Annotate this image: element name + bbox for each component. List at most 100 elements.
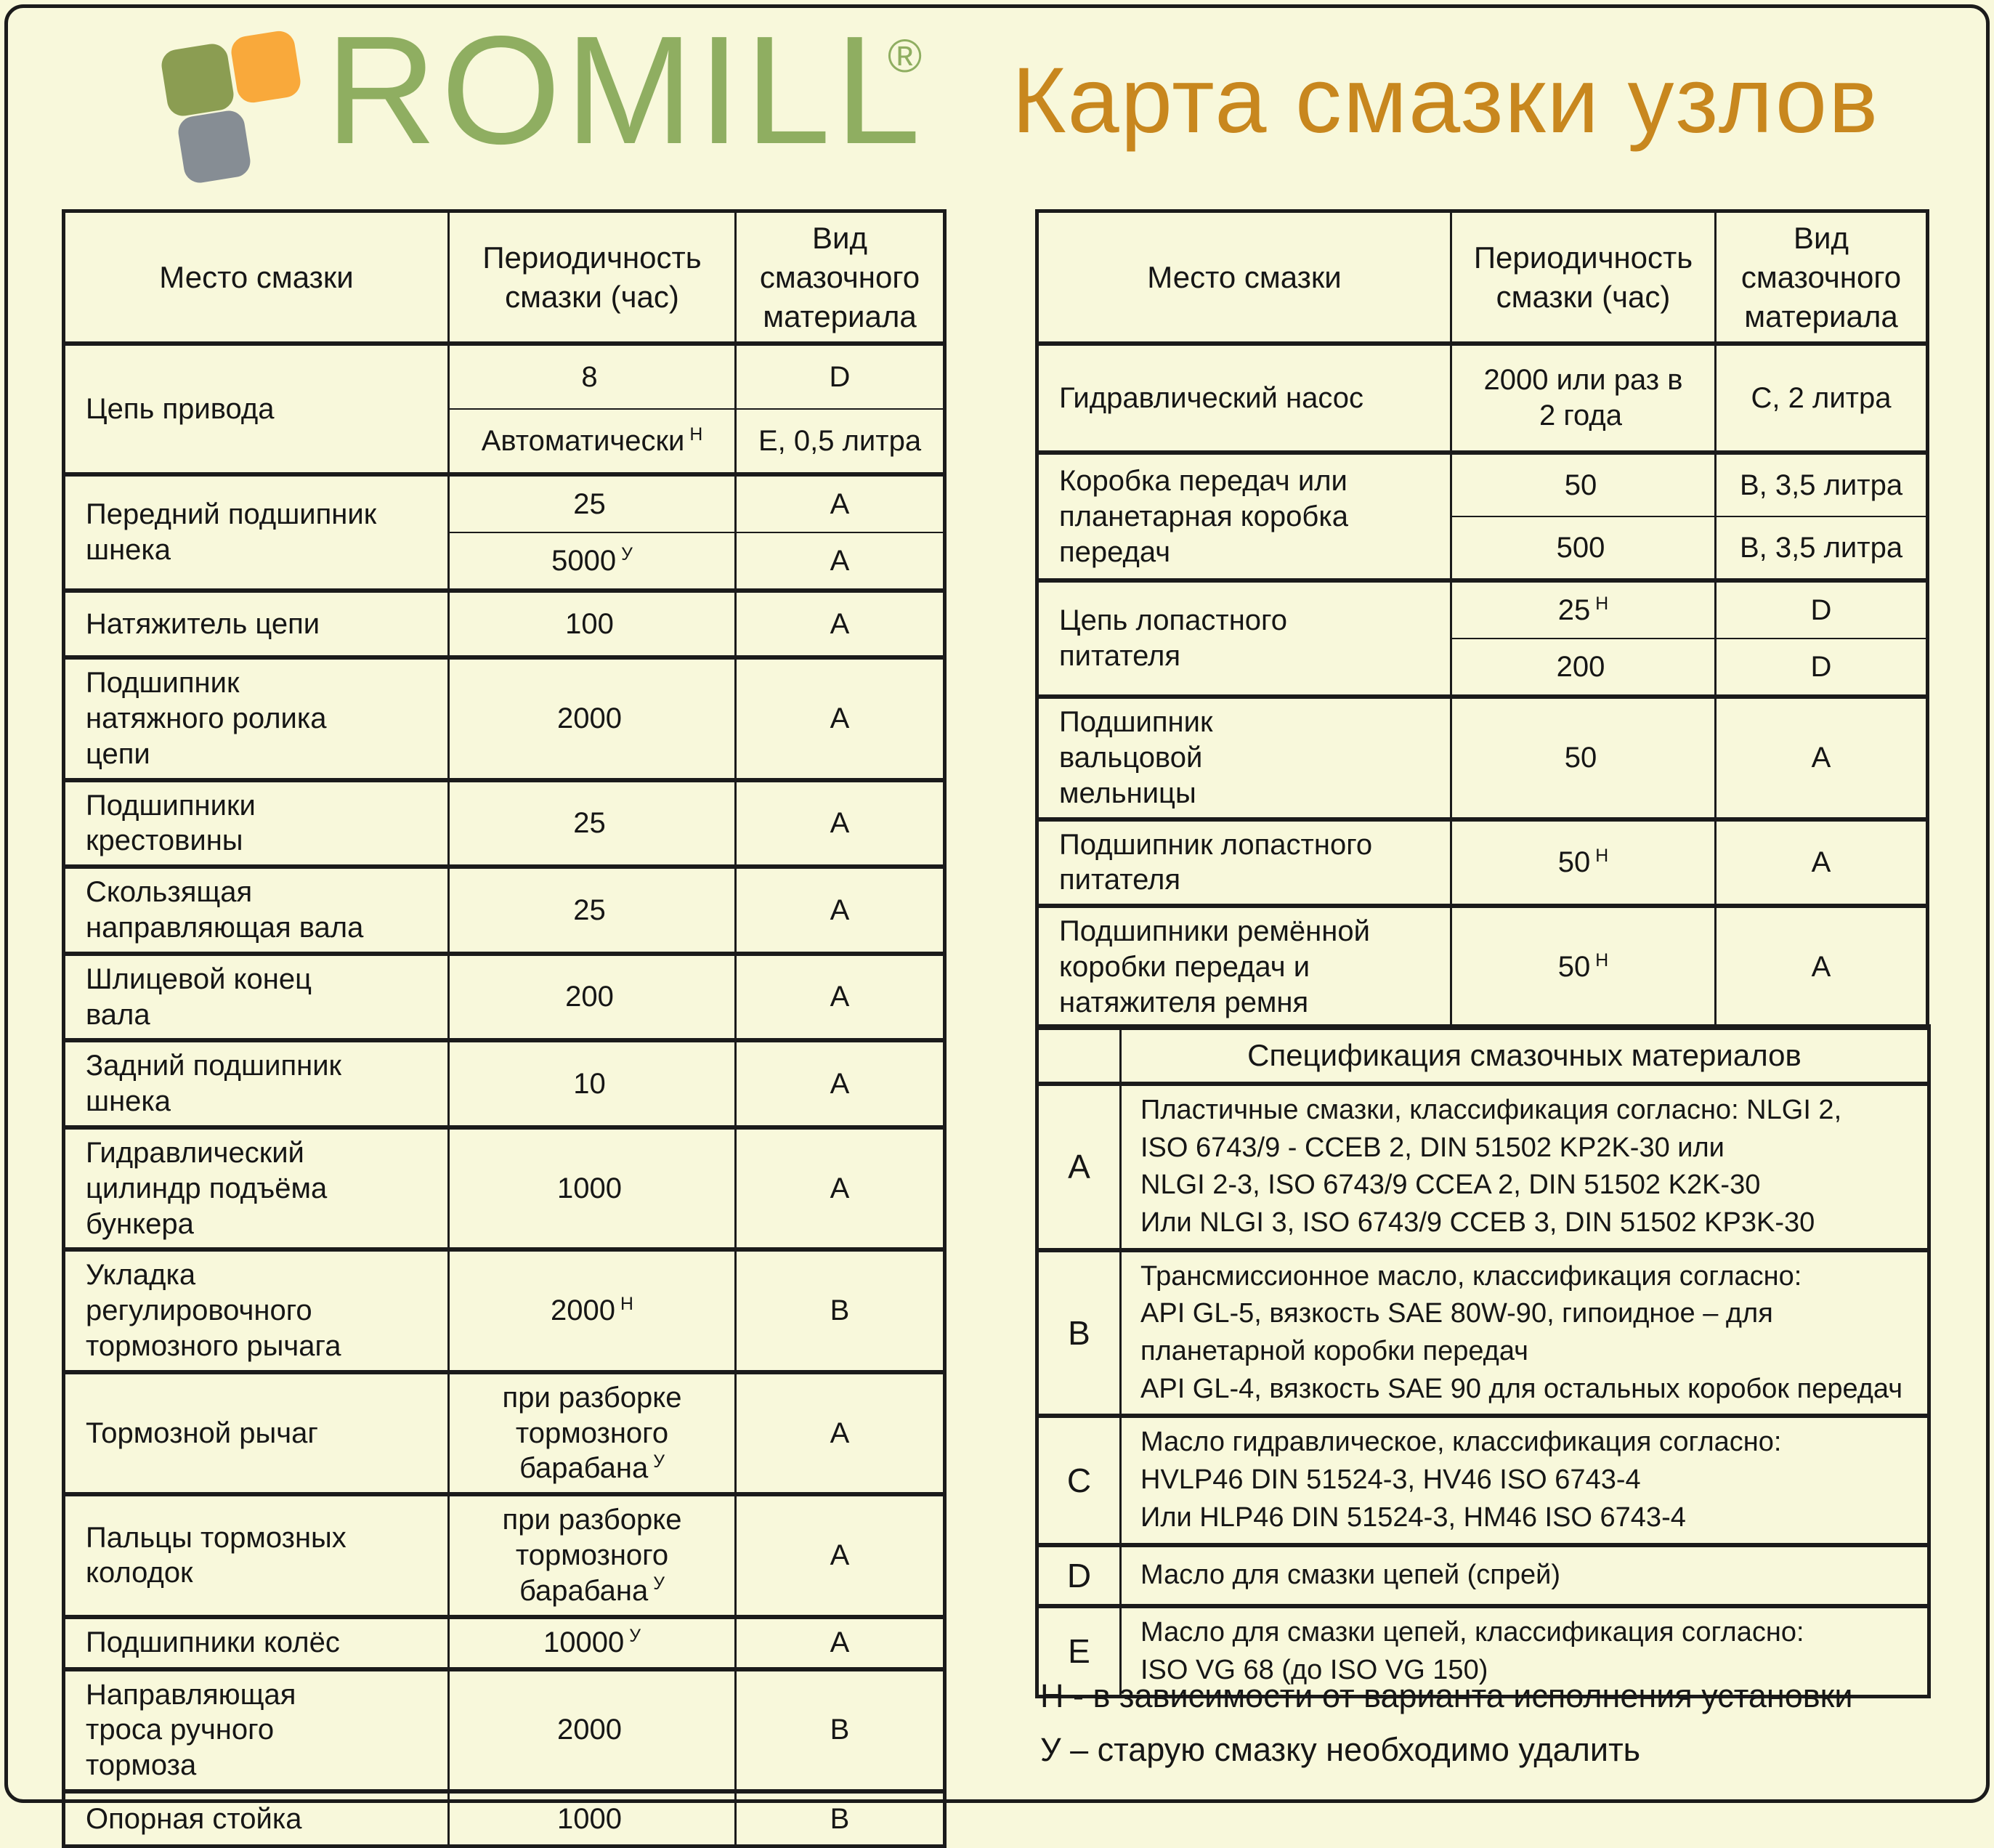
left-lubrication-table: Место смазки Периодичность смазки (час) …	[62, 209, 947, 1848]
header-row: Место смазки Периодичность смазки (час) …	[1036, 210, 1929, 346]
material-cell: D	[1714, 638, 1929, 698]
spec-code-cell: E	[1036, 1604, 1122, 1698]
table-row: Подшипники ремённой коробки передач и на…	[1036, 904, 1929, 1029]
period-cell: 1000	[447, 1125, 737, 1251]
period-text: 200	[1556, 650, 1605, 683]
table-row: Подшипники колёс 10000 У A	[62, 1614, 946, 1670]
material-cell: D	[734, 341, 946, 410]
material-cell: A	[734, 1614, 946, 1670]
spec-table-title: Спецификация смазочных материалов	[1119, 1024, 1930, 1085]
material-cell: B, 3,5 литра	[1714, 516, 1929, 582]
logo-green-square-icon	[159, 41, 236, 118]
material-cell: A	[734, 1038, 946, 1129]
period-text: при разборке тормозного барабана	[502, 1381, 682, 1485]
period-cell: 50 Н	[1450, 904, 1717, 1029]
period-superscript: У	[653, 1452, 665, 1472]
material-cell: B, 3,5 литра	[1714, 450, 1929, 518]
material-cell: A	[734, 951, 946, 1042]
period-text: 50	[1564, 469, 1597, 501]
spec-code-cell: C	[1036, 1414, 1122, 1546]
place-cell: Подшипник натяжного ролика цепи	[62, 655, 450, 781]
place-cell: Скользящая направляющая вала	[62, 864, 450, 955]
place-cell: Пальцы тормозных колодок	[62, 1492, 450, 1618]
period-text: 25	[573, 893, 606, 926]
period-cell: 50	[1450, 694, 1717, 820]
period-text: 2000	[551, 1294, 616, 1327]
material-cell: D	[1714, 578, 1929, 640]
spec-description-cell: Трансмиссионное масло, классификация сог…	[1119, 1247, 1930, 1417]
logo-gray-square-icon	[176, 108, 253, 185]
period-cell: 5000 У	[447, 532, 737, 592]
period-cell: 2000 или раз в 2 года	[1450, 341, 1717, 454]
right-lubrication-table: Место смазки Периодичность смазки (час) …	[1035, 209, 1929, 1030]
spec-description-cell: Масло для смазки цепей (спрей)	[1119, 1542, 1930, 1608]
period-cell: при разборке тормозного барабана У	[447, 1369, 737, 1496]
period-text: 50	[1557, 846, 1591, 879]
spec-description-cell: Пластичные смазки, классификация согласн…	[1119, 1082, 1930, 1251]
page-title: Карта смазки узлов	[1011, 49, 1880, 153]
material-cell: A	[734, 864, 946, 955]
period-cell: 25	[447, 777, 737, 868]
material-cell: E, 0,5 литра	[734, 408, 946, 476]
period-superscript: Н	[1595, 950, 1609, 970]
period-text: 25	[573, 807, 606, 840]
place-cell: Передний подшипник шнека	[62, 472, 450, 592]
period-cell: 8	[447, 341, 737, 410]
period-cell: 500	[1450, 516, 1717, 582]
place-cell: Задний подшипник шнека	[62, 1038, 450, 1129]
period-text: 1000	[557, 1802, 622, 1835]
period-text: 500	[1556, 531, 1605, 564]
place-cell: Опорная стойка	[62, 1788, 450, 1847]
table-row: Натяжитель цепи 100 A	[62, 588, 946, 659]
period-superscript: У	[629, 1626, 641, 1646]
material-cell: A	[734, 1369, 946, 1496]
material-cell: A	[1714, 694, 1929, 820]
period-text: при разборке тормозного барабана	[502, 1504, 682, 1607]
period-cell: 200	[447, 951, 737, 1042]
place-cell: Подшипник лопастного питателя	[1036, 816, 1452, 907]
place-cell: Подшипники ремённой коробки передач и на…	[1036, 904, 1452, 1029]
col-header-period: Периодичность смазки (час)	[1450, 210, 1717, 346]
period-superscript: Н	[689, 424, 703, 445]
col-header-place: Место смазки	[62, 210, 450, 346]
place-cell: Подшипники крестовины	[62, 777, 450, 868]
registered-trademark-icon: ®	[888, 30, 923, 82]
table-row: Тормозной рычаг при разборке тормозного …	[62, 1369, 946, 1496]
period-cell: 10	[447, 1038, 737, 1129]
spec-code-cell: A	[1036, 1082, 1122, 1251]
table-row: Подшипник вальцовой мельницы 50 A	[1036, 694, 1929, 820]
footnote-h: Н - в зависимости от варианта исполнения…	[1040, 1677, 1853, 1714]
place-cell: Цепь привода	[62, 341, 450, 476]
table-row: D Масло для смазки цепей (спрей)	[1036, 1542, 1930, 1608]
spec-code-cell: D	[1036, 1542, 1122, 1608]
period-cell: 25	[447, 864, 737, 955]
period-cell: 1000	[447, 1788, 737, 1847]
material-cell: B	[734, 1666, 946, 1792]
period-cell: Автоматически Н	[447, 408, 737, 476]
period-cell: 50	[1450, 450, 1717, 518]
material-cell: A	[734, 588, 946, 659]
table-row: Опорная стойка 1000 B	[62, 1788, 946, 1847]
period-text: 5000	[551, 544, 617, 577]
period-cell: 10000 У	[447, 1614, 737, 1670]
table-row: Подшипник лопастного питателя 50 Н A	[1036, 816, 1929, 907]
period-text: 10000	[543, 1626, 625, 1659]
logo-orange-square-icon	[229, 28, 303, 105]
table-row: Подшипники крестовины 25 A	[62, 777, 946, 868]
period-text: 100	[565, 607, 614, 640]
table-row: Направляющая троса ручного тормоза 2000 …	[62, 1666, 946, 1792]
table-row: Пальцы тормозных колодок при разборке то…	[62, 1492, 946, 1618]
spec-description-cell: Масло для смазки цепей, классификация со…	[1119, 1604, 1930, 1698]
spec-corner-cell	[1036, 1024, 1122, 1085]
period-text: 8	[581, 360, 598, 393]
period-text: 2000	[557, 1714, 622, 1746]
period-cell: 2000 Н	[447, 1247, 737, 1373]
col-header-material: Вид смазочного материала	[734, 210, 946, 346]
place-cell: Подшипники колёс	[62, 1614, 450, 1670]
period-cell: 200	[1450, 638, 1717, 698]
table-row: 200 D	[1037, 638, 1929, 698]
material-cell: A	[734, 532, 946, 592]
table-row: Цепь привода 8 D	[62, 341, 946, 476]
period-text: 25	[1557, 593, 1591, 626]
table-row: Коробка передач или планетарная коробка …	[1036, 450, 1929, 582]
